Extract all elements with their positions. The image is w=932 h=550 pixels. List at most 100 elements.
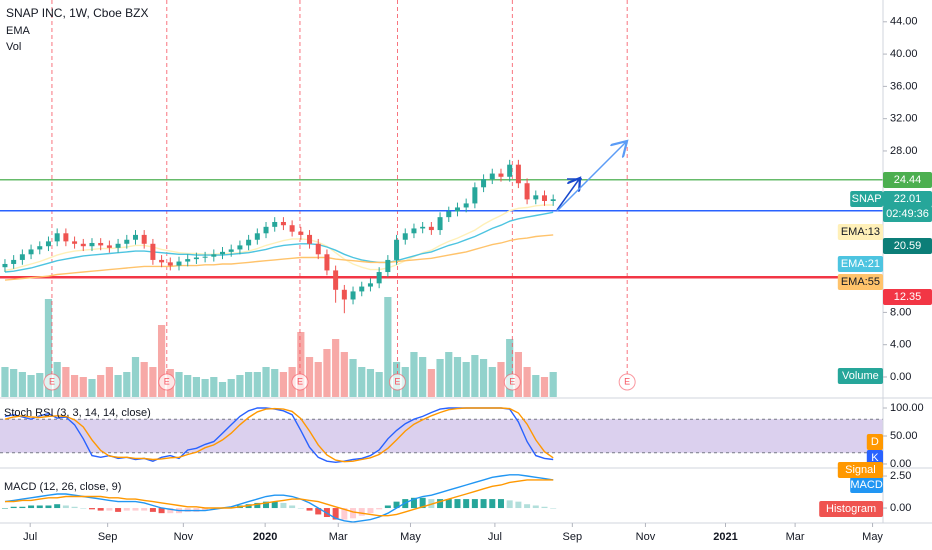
earnings-label: E — [509, 376, 515, 386]
volume-bar — [314, 362, 322, 397]
candle-body — [298, 231, 304, 235]
volume-bar — [114, 375, 122, 397]
price-label: 12.35 — [894, 291, 922, 303]
histogram-bar — [263, 501, 270, 509]
price-label: 20.59 — [894, 240, 922, 252]
histogram-bar — [419, 497, 426, 509]
histogram-bar — [149, 508, 156, 512]
label-bg — [883, 191, 932, 207]
candle-body — [394, 239, 400, 260]
volume-bar — [366, 369, 375, 397]
histogram-bar — [437, 499, 444, 509]
price-label: 02:49:36 — [886, 208, 929, 220]
volume-bar — [436, 359, 444, 397]
candle-body — [524, 183, 530, 200]
x-tick-label: Sep — [563, 531, 583, 543]
label-bg — [883, 289, 932, 305]
arrow — [556, 141, 627, 212]
volume-bar — [471, 355, 479, 397]
candle-body — [159, 259, 165, 263]
volume-bar — [453, 357, 462, 397]
histogram-bar — [524, 504, 531, 509]
y-tick-label: 100.00 — [890, 402, 924, 414]
label-bg — [850, 477, 883, 493]
candle-body — [2, 263, 8, 268]
label-bg — [837, 462, 883, 478]
price-label: K — [871, 452, 879, 464]
label-bg — [883, 206, 932, 222]
histogram-bar — [10, 506, 17, 509]
price-label: D — [871, 436, 879, 448]
stoch-line — [4, 407, 554, 463]
candle-body — [254, 233, 260, 240]
volume-bar — [175, 372, 183, 397]
histogram-bar — [80, 508, 87, 509]
earnings-label: E — [624, 376, 630, 386]
volume-bar — [18, 372, 26, 397]
candle-body — [202, 256, 208, 258]
volume-bar — [427, 369, 435, 397]
candle-body — [541, 195, 547, 202]
volume-bar — [88, 379, 96, 397]
histogram-bar — [280, 502, 287, 509]
candle-body — [185, 259, 191, 262]
candle-body — [446, 211, 452, 218]
candle-body — [80, 243, 86, 247]
earnings-marker — [43, 373, 61, 391]
x-tick-label: Mar — [786, 531, 805, 543]
candle-body — [150, 243, 156, 260]
label-bg — [866, 434, 883, 450]
candle-body — [106, 245, 112, 248]
volume-bar — [497, 362, 505, 397]
histogram-bar — [489, 499, 496, 509]
label-bg — [837, 368, 883, 384]
candle-body — [272, 221, 278, 227]
histogram-bar — [315, 508, 322, 515]
y-tick-label: 44.00 — [890, 16, 918, 28]
earnings-marker — [158, 373, 176, 391]
histogram-bar — [410, 497, 417, 509]
earnings-marker — [388, 373, 406, 391]
histogram-bar — [454, 499, 461, 509]
volume-bar — [210, 377, 218, 397]
price-label: MACD — [850, 479, 882, 491]
candle-body — [402, 233, 408, 240]
histogram-bar — [28, 505, 35, 509]
histogram-bar — [506, 500, 513, 509]
volume-bar — [358, 367, 366, 397]
volume-bar — [532, 375, 540, 397]
volume-bar — [271, 369, 279, 397]
macd-line — [5, 479, 554, 517]
histogram-bar — [358, 508, 365, 516]
candle-body — [19, 254, 25, 260]
volume-bar — [262, 367, 270, 397]
x-tick-label: Jul — [488, 531, 502, 543]
candle-body — [307, 234, 313, 244]
price-label: 22.01 — [894, 193, 922, 205]
y-tick-label: 28.00 — [890, 145, 918, 157]
histogram-bar — [254, 502, 261, 509]
arrow — [556, 178, 580, 211]
x-tick-label: Jul — [23, 531, 37, 543]
histogram-bar — [497, 499, 504, 509]
y-tick-label: 36.00 — [890, 80, 918, 92]
candle-body — [11, 259, 17, 264]
candle-body — [237, 245, 243, 250]
candle-body — [350, 291, 356, 300]
volume-bar — [105, 367, 113, 397]
candle-body — [167, 262, 173, 266]
volume-bar — [384, 297, 392, 397]
volume-bar — [279, 372, 288, 397]
candle-body — [63, 233, 69, 242]
earnings-marker — [503, 373, 521, 391]
histogram-bar — [88, 508, 95, 510]
y-tick-label: 40.00 — [890, 48, 918, 60]
price-label: EMA:13 — [841, 226, 880, 238]
histogram-bar — [141, 508, 148, 511]
histogram-bar — [445, 499, 452, 509]
price-label: 24.44 — [894, 174, 922, 186]
volume-bar — [349, 359, 357, 397]
price-label: Volume — [842, 370, 879, 382]
candle-body — [428, 226, 434, 231]
